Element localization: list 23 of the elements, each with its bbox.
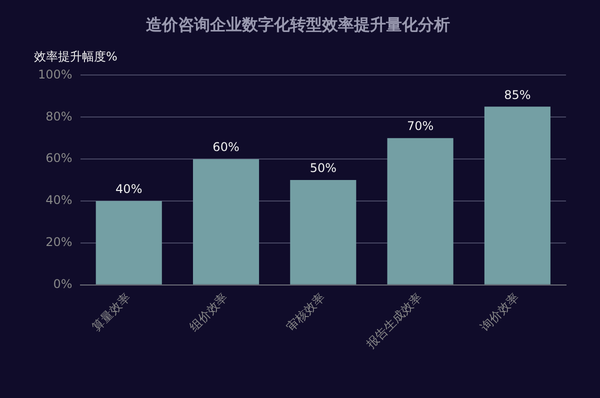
y-tick-label: 80% xyxy=(46,109,72,124)
data-label: 85% xyxy=(504,88,531,102)
bar xyxy=(192,159,260,284)
data-label: 50% xyxy=(310,161,336,176)
data-label: 40% xyxy=(116,182,142,196)
y-tick-label: 100% xyxy=(38,67,72,82)
x-tick-label: 报告生成效率 xyxy=(363,290,425,352)
x-tick-label: 算量效率 xyxy=(89,290,134,334)
bar xyxy=(484,106,550,284)
y-axis-title: 效率提升幅度% xyxy=(34,49,118,64)
x-tick-label: 询价效率 xyxy=(478,290,522,334)
bar xyxy=(96,201,162,284)
bar xyxy=(290,180,356,284)
bar xyxy=(387,138,454,284)
y-tick-label: 0% xyxy=(53,277,72,292)
data-label: 70% xyxy=(406,119,434,134)
x-tick-label: 审核效率 xyxy=(284,290,328,334)
y-tick-label: 20% xyxy=(46,235,72,250)
x-tick-label: 组价效率 xyxy=(186,290,230,334)
y-tick-label: 60% xyxy=(46,151,72,166)
chart-title: 造价咨询企业数字化转型效率提升量化分析 xyxy=(146,14,450,34)
data-label: 60% xyxy=(212,140,240,154)
y-tick-label: 40% xyxy=(46,193,72,208)
